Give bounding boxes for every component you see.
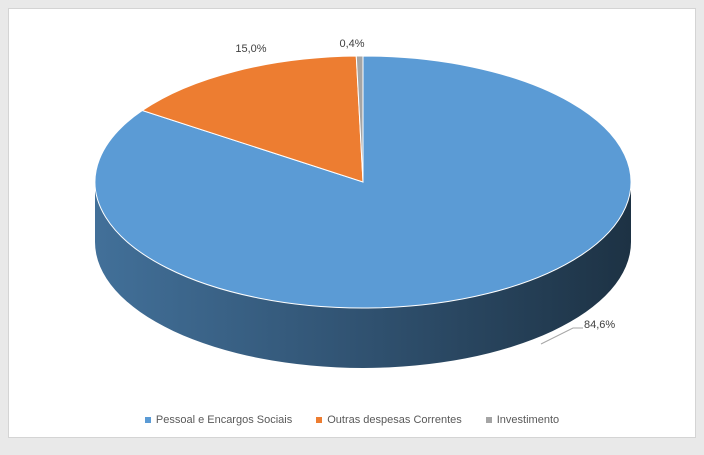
data-label-pessoal: 84,6% xyxy=(584,319,615,331)
pie-slice-outras-despesas xyxy=(141,55,364,183)
legend-swatch-pessoal xyxy=(144,417,151,423)
chart-legend: Pessoal e Encargos Sociais Outras despes… xyxy=(0,414,704,426)
legend-item-outras-despesas: Outras despesas Correntes xyxy=(316,414,462,426)
pie-side-pessoal xyxy=(95,182,631,368)
legend-label-outras-despesas: Outras despesas Correntes xyxy=(327,414,462,426)
data-label-investimento: 0,4% xyxy=(339,38,364,50)
legend-item-pessoal: Pessoal e Encargos Sociais xyxy=(144,414,293,426)
legend-item-investimento: Investimento xyxy=(485,414,560,426)
legend-label-investimento: Investimento xyxy=(496,414,560,426)
pie-chart: 84,6% 15,0% 0,4% xyxy=(94,38,632,368)
legend-swatch-outras-despesas xyxy=(316,417,323,423)
data-label-outras-despesas: 15,0% xyxy=(235,43,266,55)
chart-frame: 84,6% 15,0% 0,4% xyxy=(8,8,696,438)
legend-swatch-investimento xyxy=(485,417,492,423)
pie-slice-investimento xyxy=(355,55,364,183)
legend-label-pessoal: Pessoal e Encargos Sociais xyxy=(155,414,293,426)
leader-line-pessoal xyxy=(540,327,583,345)
